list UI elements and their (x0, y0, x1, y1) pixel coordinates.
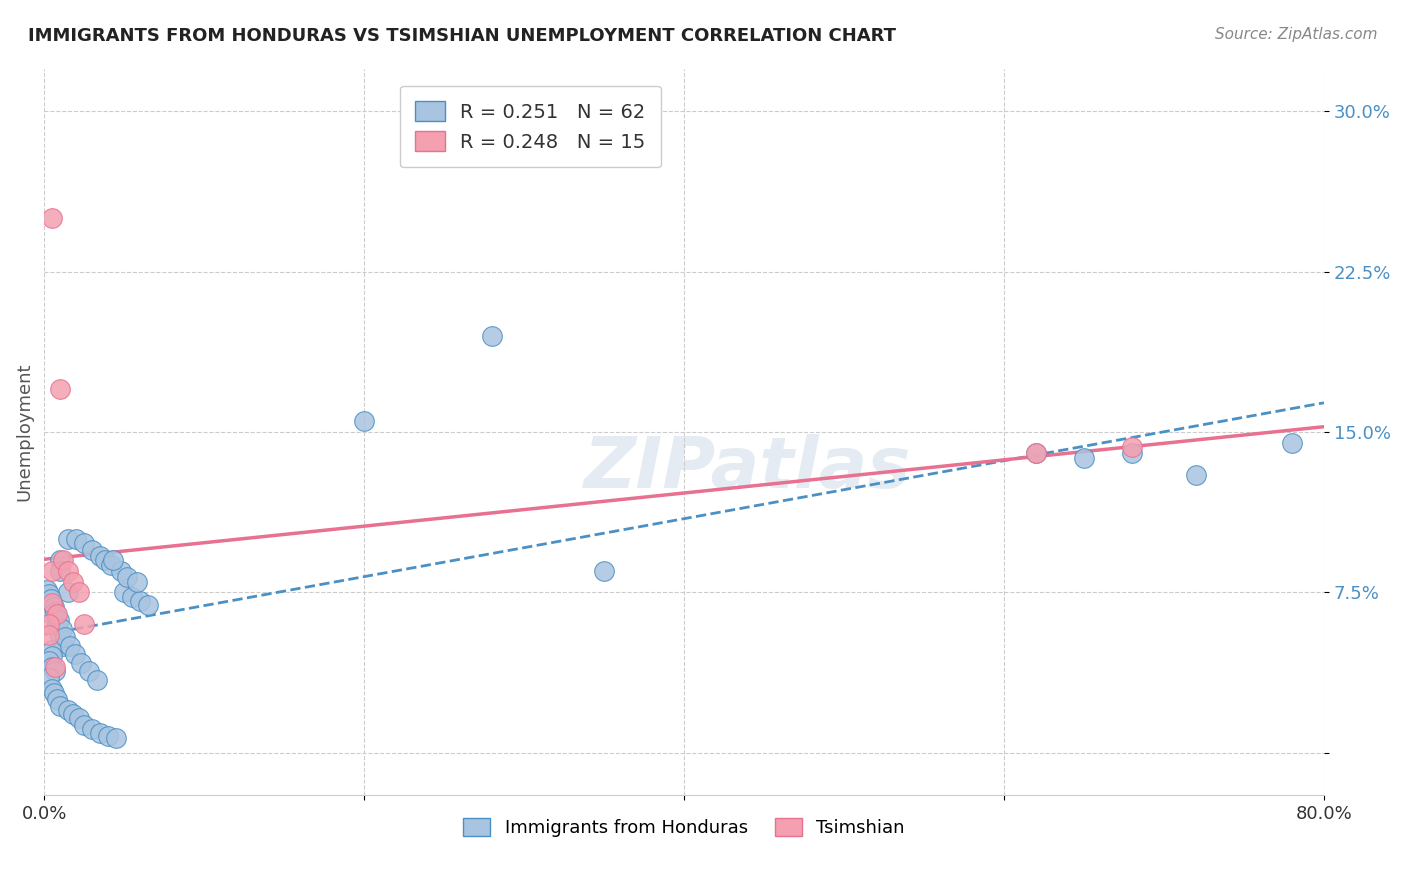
Point (82, 542, 104, 557)
Point (41, 596, 63, 610)
Point (89, 549, 111, 563)
Point (49, 698, 72, 713)
Point (121, 590, 143, 604)
Point (45, 607, 67, 621)
Point (41, 211, 63, 226)
Point (56, 564, 79, 578)
Point (70, 656, 93, 670)
Point (136, 598, 159, 612)
Point (101, 553, 124, 567)
Point (1185, 467, 1208, 482)
Point (38, 587, 60, 601)
Text: ZIPatlas: ZIPatlas (585, 434, 911, 503)
Point (97, 729, 120, 743)
Point (56, 703, 79, 717)
Legend: Immigrants from Honduras, Tsimshian: Immigrants from Honduras, Tsimshian (456, 811, 912, 845)
Point (49, 382, 72, 396)
Text: Source: ZipAtlas.com: Source: ZipAtlas.com (1215, 27, 1378, 42)
Point (67, 585, 90, 599)
Point (49, 553, 72, 567)
Point (52, 639, 75, 653)
Point (42, 686, 65, 700)
Point (1025, 446, 1047, 460)
Point (41, 660, 63, 674)
Point (45, 617, 67, 632)
Point (67, 711, 90, 725)
Point (105, 731, 128, 745)
Point (1121, 440, 1143, 454)
Point (1073, 450, 1095, 465)
Point (1025, 446, 1047, 460)
Point (59, 639, 82, 653)
Point (41, 607, 63, 621)
Point (41, 596, 63, 610)
Point (44, 660, 66, 674)
Point (44, 605, 66, 619)
Point (1281, 435, 1303, 450)
Point (41, 681, 63, 696)
Point (73, 617, 96, 632)
Point (56, 532, 79, 546)
Point (39, 591, 62, 606)
Point (73, 718, 96, 732)
Point (41, 649, 63, 664)
Point (38, 617, 60, 632)
Point (481, 328, 503, 343)
Point (73, 536, 96, 550)
Point (41, 643, 63, 657)
Point (42, 600, 65, 615)
Point (51, 622, 73, 636)
Point (38, 671, 60, 685)
Point (125, 574, 148, 589)
Point (48, 613, 70, 627)
Y-axis label: Unemployment: Unemployment (15, 363, 32, 501)
Point (110, 564, 132, 578)
Point (52, 553, 75, 567)
Text: IMMIGRANTS FROM HONDURAS VS TSIMSHIAN UNEMPLOYMENT CORRELATION CHART: IMMIGRANTS FROM HONDURAS VS TSIMSHIAN UN… (28, 27, 896, 45)
Point (62, 574, 84, 589)
Point (49, 628, 72, 642)
Point (94, 553, 117, 567)
Point (82, 722, 104, 736)
Point (38, 628, 60, 642)
Point (49, 564, 72, 578)
Point (38, 654, 60, 668)
Point (37, 583, 59, 598)
Point (53, 630, 76, 644)
Point (593, 564, 616, 578)
Point (100, 558, 122, 572)
Point (62, 707, 84, 722)
Point (89, 726, 111, 740)
Point (63, 648, 86, 662)
Point (77, 665, 100, 679)
Point (56, 585, 79, 599)
Point (65, 532, 87, 546)
Point (41, 564, 63, 578)
Point (45, 692, 67, 706)
Point (129, 594, 152, 608)
Point (112, 585, 135, 599)
Point (353, 414, 375, 428)
Point (1121, 446, 1143, 460)
Point (117, 570, 139, 584)
Point (44, 665, 66, 679)
Point (86, 673, 108, 687)
